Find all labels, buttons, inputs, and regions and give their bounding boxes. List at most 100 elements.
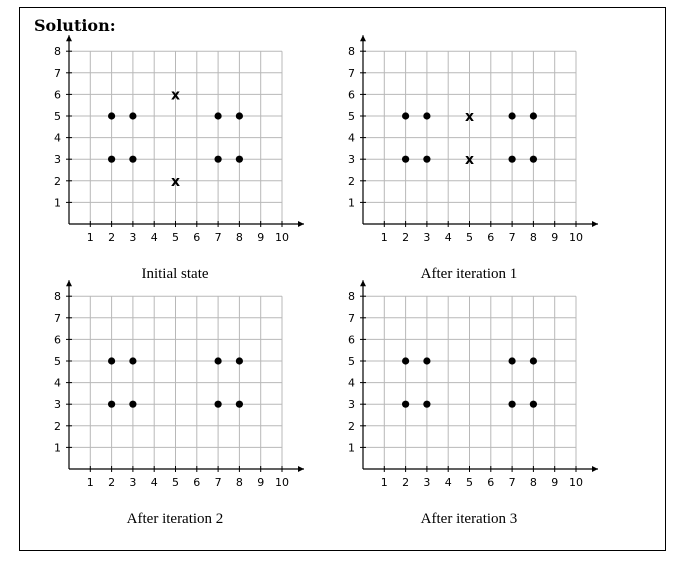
x-tick-label: 5 [172, 231, 179, 244]
data-point [508, 400, 516, 408]
panel-iteration-3: 1 2 3 4 5 6 7 8 9 10 1 2 3 4 5 6 7 8 After iteration 3 [348, 280, 639, 537]
chart-iteration-3: 1 2 3 4 5 6 7 8 9 10 1 2 3 4 5 6 7 8 [348, 280, 598, 489]
caption-iteration-2: After iteration 2 [126, 511, 224, 527]
data-point [529, 400, 537, 408]
x-tick-label: 3 [423, 476, 430, 489]
x-tick-label: 6 [487, 476, 494, 489]
y-tick-label: 7 [348, 67, 355, 80]
x-tick-label: 8 [236, 231, 243, 244]
data-point [214, 155, 222, 163]
x-axis-arrow [298, 466, 304, 472]
y-tick-label: 8 [348, 45, 355, 58]
y-tick-label: 6 [54, 88, 61, 101]
y-tick-label: 5 [348, 110, 355, 123]
y-tick-label: 6 [348, 88, 355, 101]
caption-iteration-3: After iteration 3 [420, 511, 518, 527]
x-tick-label: 6 [193, 231, 200, 244]
x-tick-label: 1 [87, 476, 94, 489]
data-point [508, 112, 516, 120]
x-tick-label: 9 [257, 231, 264, 244]
y-tick-label: 3 [348, 398, 355, 411]
centroid-marker: x [171, 87, 180, 103]
solution-frame [19, 7, 666, 551]
x-tick-label: 4 [151, 476, 158, 489]
x-tick-label: 10 [275, 476, 289, 489]
y-tick-label: 3 [54, 398, 61, 411]
y-tick-label: 6 [348, 333, 355, 346]
y-tick-label: 2 [54, 175, 61, 188]
x-tick-label: 9 [551, 231, 558, 244]
y-tick-label: 8 [54, 290, 61, 303]
y-tick-label: 3 [348, 153, 355, 166]
data-point [108, 155, 116, 163]
x-tick-label: 9 [551, 476, 558, 489]
x-tick-label: 7 [509, 476, 516, 489]
x-tick-label: 8 [530, 231, 537, 244]
x-axis-arrow [298, 221, 304, 227]
x-tick-label: 4 [445, 476, 452, 489]
data-point [402, 155, 410, 163]
data-point [129, 357, 137, 365]
x-tick-label: 6 [487, 231, 494, 244]
x-tick-label: 1 [381, 476, 388, 489]
data-point [423, 112, 431, 120]
data-point [423, 400, 431, 408]
y-tick-label: 1 [54, 196, 61, 209]
x-axis-arrow [592, 466, 598, 472]
x-tick-label: 4 [445, 231, 452, 244]
centroid-marker: x [465, 109, 474, 125]
x-tick-label: 8 [236, 476, 243, 489]
x-tick-label: 10 [569, 231, 583, 244]
x-tick-label: 1 [87, 231, 94, 244]
data-point [108, 357, 116, 365]
data-point [529, 112, 537, 120]
data-point [402, 400, 410, 408]
x-tick-label: 8 [530, 476, 537, 489]
centroid-marker: x [171, 174, 180, 190]
data-point [508, 155, 516, 163]
y-axis-arrow [66, 35, 72, 42]
x-tick-label: 3 [423, 231, 430, 244]
data-point [402, 112, 410, 120]
y-axis-arrow [360, 280, 366, 287]
data-point [529, 357, 537, 365]
y-tick-label: 5 [348, 355, 355, 368]
x-tick-label: 10 [569, 476, 583, 489]
caption-iteration-1: After iteration 1 [420, 266, 518, 282]
data-point [214, 112, 222, 120]
x-tick-label: 3 [129, 476, 136, 489]
data-point [235, 112, 243, 120]
y-axis-arrow [360, 35, 366, 42]
solution-heading: Solution: [34, 16, 116, 35]
y-tick-label: 2 [348, 175, 355, 188]
data-point [235, 400, 243, 408]
x-tick-label: 5 [466, 476, 473, 489]
x-tick-label: 7 [509, 231, 516, 244]
y-tick-label: 4 [348, 377, 355, 390]
data-point [108, 400, 116, 408]
data-point [108, 112, 116, 120]
y-tick-label: 1 [54, 441, 61, 454]
y-tick-label: 5 [54, 355, 61, 368]
x-tick-label: 7 [215, 476, 222, 489]
centroid-marker: x [465, 152, 474, 168]
data-point [214, 357, 222, 365]
x-axis-arrow [592, 221, 598, 227]
y-tick-label: 7 [348, 312, 355, 325]
chart-initial-state: 1 2 3 4 5 6 7 8 9 10 1 2 3 4 5 6 7 8 x x [54, 35, 304, 244]
data-point [129, 112, 137, 120]
x-tick-label: 4 [151, 231, 158, 244]
y-tick-label: 4 [54, 132, 61, 145]
y-tick-label: 8 [54, 45, 61, 58]
y-axis-arrow [66, 280, 72, 287]
x-tick-label: 9 [257, 476, 264, 489]
x-tick-label: 6 [193, 476, 200, 489]
y-tick-label: 4 [348, 132, 355, 145]
panel-initial-state: 1 2 3 4 5 6 7 8 9 10 1 2 3 4 5 6 7 8 x x Initial state [54, 35, 345, 292]
x-tick-label: 2 [402, 231, 409, 244]
y-tick-label: 4 [54, 377, 61, 390]
data-point [235, 357, 243, 365]
y-tick-label: 5 [54, 110, 61, 123]
x-tick-label: 2 [108, 231, 115, 244]
x-tick-label: 3 [129, 231, 136, 244]
